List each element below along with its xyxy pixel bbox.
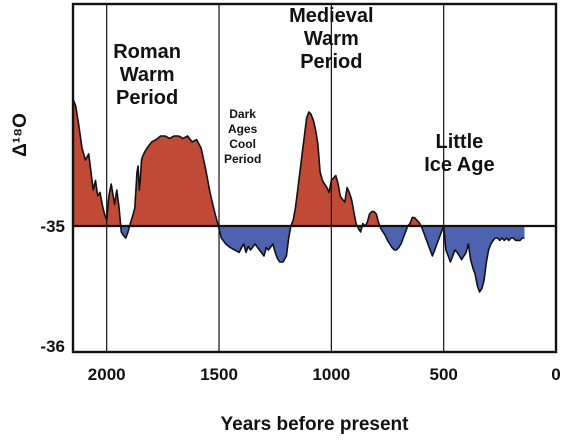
warm-anomaly-area <box>73 100 525 226</box>
cool-anomaly-area <box>73 226 525 292</box>
y-tick-label-0: -35 <box>40 217 65 236</box>
annotation-1-line-3: Period <box>224 152 261 166</box>
y-tick-label-1: -36 <box>40 337 65 356</box>
annotation-3-line-0: Little <box>436 131 484 153</box>
plot-area <box>72 99 525 293</box>
x-axis-title: Years before present <box>221 414 410 435</box>
annotation-1-line-1: Ages <box>228 122 258 136</box>
frame-rect <box>71 2 558 354</box>
gridlines <box>106 4 445 352</box>
tick-labels: 2000 1500 1000 500 0 -35 -36 <box>40 217 560 384</box>
series-line <box>72 99 525 293</box>
annotation-2-line-0: Medieval <box>289 5 373 27</box>
x-tick-label-2000: 2000 <box>88 365 126 384</box>
x-tick-label-1000: 1000 <box>312 365 350 384</box>
annotation-1-line-0: Dark <box>229 107 256 121</box>
annotation-2-line-2: Period <box>300 51 362 73</box>
x-tick-label-0: 0 <box>551 365 560 384</box>
plot-frame <box>71 2 558 354</box>
annotation-2-line-1: Warm <box>304 28 359 50</box>
annotation-2: Medieval Warm Period <box>289 5 373 73</box>
annotation-3: Little Ice Age <box>424 131 494 176</box>
x-tick-label-500: 500 <box>429 365 457 384</box>
annotation-0-line-0: Roman <box>113 41 181 63</box>
annotation-0-line-1: Warm <box>120 64 175 86</box>
y-axis-title: Δ¹⁸O <box>10 113 31 157</box>
annotation-3-line-1: Ice Age <box>424 154 494 176</box>
x-tick-label-1500: 1500 <box>200 365 238 384</box>
annotation-0: Roman Warm Period <box>113 41 181 109</box>
annotation-1: Dark Ages Cool Period <box>224 107 261 166</box>
annotation-0-line-2: Period <box>116 87 178 109</box>
annotation-1-line-2: Cool <box>229 137 256 151</box>
